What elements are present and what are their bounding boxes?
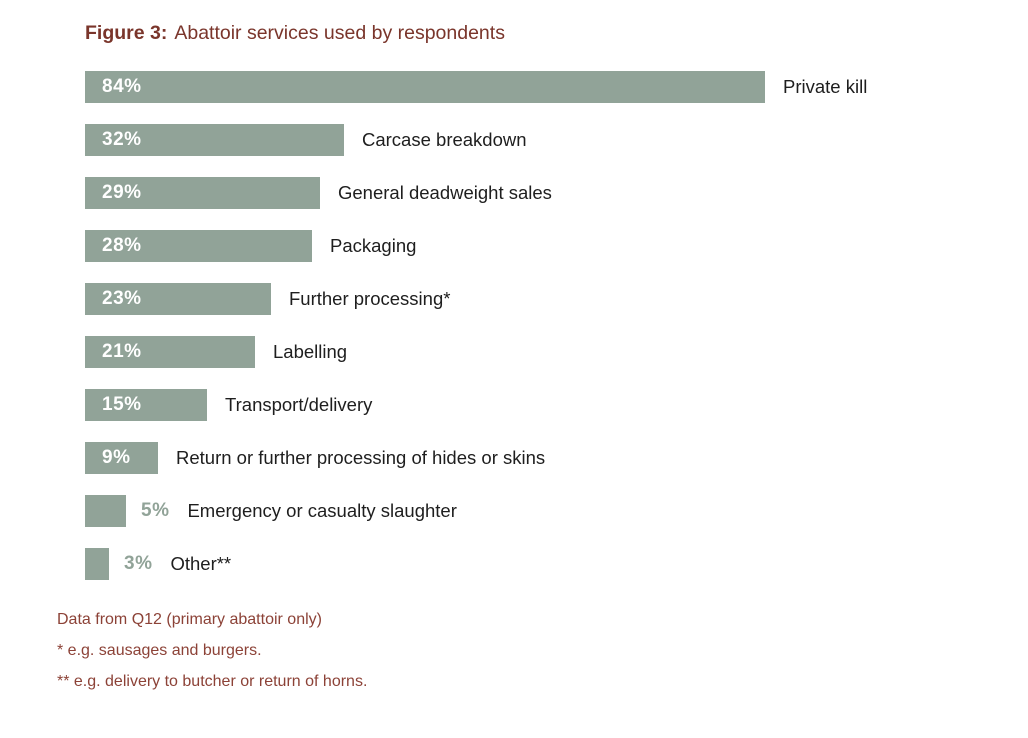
- figure-title-prefix: Figure 3:: [85, 22, 168, 44]
- category-label: Transport/delivery: [225, 394, 373, 415]
- value-label: 84%: [102, 76, 142, 97]
- category-label: Private kill: [783, 76, 868, 97]
- value-label: 15%: [102, 394, 142, 415]
- bar: 84%: [85, 71, 765, 103]
- bar: 9%: [85, 442, 158, 474]
- category-label: Other**: [170, 553, 232, 574]
- category-label: Further processing*: [289, 288, 451, 309]
- value-label: 32%: [102, 129, 142, 150]
- bar: [85, 548, 109, 580]
- value-label: 21%: [102, 341, 142, 362]
- bar: [85, 495, 126, 527]
- footnotes: Data from Q12 (primary abattoir only) * …: [57, 604, 367, 697]
- footnote-source: Data from Q12 (primary abattoir only): [57, 611, 322, 628]
- bar-row: 5% Emergency or casualty slaughter: [85, 495, 867, 527]
- category-label: Packaging: [330, 235, 417, 256]
- bar-row: 84% Private kill: [85, 71, 867, 103]
- category-label: Carcase breakdown: [362, 129, 527, 150]
- footnote-asterisk: * e.g. sausages and burgers.: [57, 642, 262, 659]
- bar: 29%: [85, 177, 320, 209]
- bar-chart: 84% Private kill 32% Carcase breakdown 29% Ge…: [85, 71, 867, 601]
- category-label: Emergency or casualty slaughter: [187, 500, 457, 521]
- value-label: 9%: [102, 447, 131, 468]
- bar-row: 21% Labelling: [85, 336, 867, 368]
- value-label: 28%: [102, 235, 142, 256]
- bar-row: 28% Packaging: [85, 230, 867, 262]
- footnote-double-asterisk: ** e.g. delivery to butcher or return of…: [57, 673, 368, 690]
- bar-row: 29% General deadweight sales: [85, 177, 867, 209]
- bar: 21%: [85, 336, 255, 368]
- value-label: 5%: [141, 500, 170, 521]
- category-label: Labelling: [273, 341, 348, 362]
- value-label: 3%: [124, 553, 153, 574]
- bar-row: 3% Other**: [85, 548, 867, 580]
- bar: 15%: [85, 389, 207, 421]
- figure-title-text: Abattoir services used by respondents: [174, 22, 505, 44]
- figure-title: Figure 3: Abattoir services used by respo…: [85, 22, 505, 45]
- bar-row: 9% Return or further processing of hides …: [85, 442, 867, 474]
- bar-row: 32% Carcase breakdown: [85, 124, 867, 156]
- bar: 23%: [85, 283, 271, 315]
- category-label: General deadweight sales: [338, 182, 552, 203]
- bar: 32%: [85, 124, 344, 156]
- bar-row: 23% Further processing*: [85, 283, 867, 315]
- value-label: 29%: [102, 182, 142, 203]
- bar-row: 15% Transport/delivery: [85, 389, 867, 421]
- value-label: 23%: [102, 288, 142, 309]
- category-label: Return or further processing of hides or…: [176, 447, 546, 468]
- bar: 28%: [85, 230, 312, 262]
